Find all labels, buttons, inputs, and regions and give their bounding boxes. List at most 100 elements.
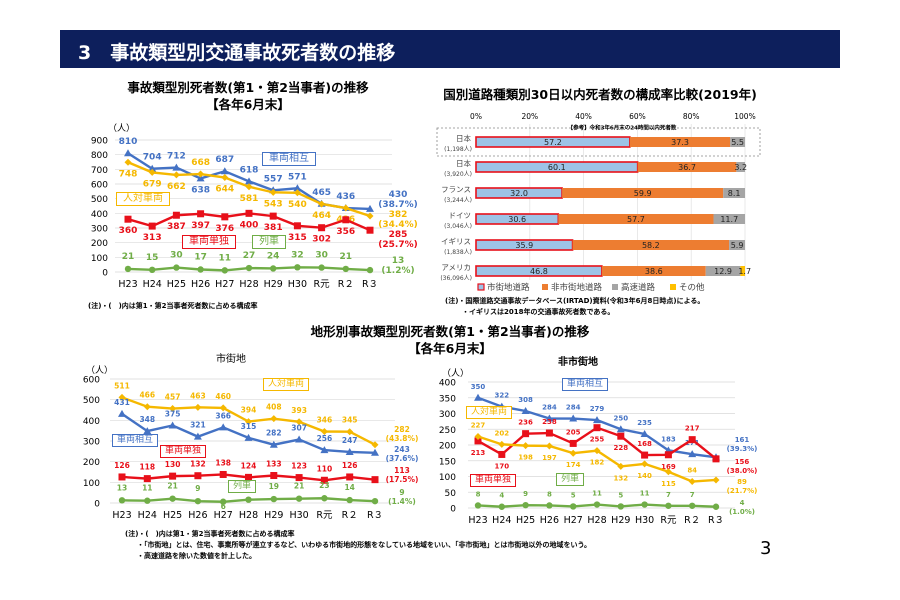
chart1-y-tick-label: 300 — [91, 225, 108, 235]
chart4-x-tick-label: H25 — [516, 515, 535, 526]
chart3-data-point — [295, 435, 304, 443]
chart4-data-point — [664, 468, 672, 476]
chart1-y-tick-label: 700 — [91, 166, 108, 176]
chart3-data-point — [169, 405, 177, 413]
chart1-data-label: 400 — [240, 220, 259, 230]
chart3-y-tick-label: 0 — [94, 500, 100, 510]
chart2-data-label: 60.1 — [548, 163, 566, 172]
chart3-data-point — [295, 418, 303, 426]
chart3-data-label: 282 — [394, 425, 410, 434]
chart3-data-label: 113 — [394, 466, 410, 475]
header-banner — [60, 30, 840, 68]
chart3-legend-train: 列車 — [228, 480, 257, 493]
chart4-data-point — [474, 393, 482, 401]
chart3-data-label: 14 — [344, 483, 354, 492]
chart3-x-tick-label: R３ — [367, 510, 383, 521]
chart1-unit: （人） — [108, 124, 136, 134]
chart3-y-tick-label: 100 — [83, 479, 100, 489]
chart1-x-tick-label: H25 — [167, 279, 186, 290]
chart2-legend-label: その他 — [679, 282, 705, 293]
chart2-category-count: (3,920人) — [444, 171, 472, 178]
chart1-y-tick-label: 100 — [91, 254, 108, 264]
chart3-x-tick-label: H24 — [138, 510, 157, 521]
chart1-data-label: 381 — [264, 223, 283, 233]
chart3-data-label: 123 — [291, 462, 307, 471]
chart3-data-label: 21 — [294, 482, 304, 491]
rural-label: 非市街地 — [558, 357, 598, 368]
chart4-data-label: 132 — [613, 474, 628, 482]
chart1-y-tick-label: 200 — [91, 239, 108, 249]
chart3-data-label: 126 — [114, 461, 130, 470]
chart1-data-label: 27 — [243, 251, 256, 261]
chart2-bar-segment — [629, 137, 731, 147]
chart3-data-label: 19 — [269, 482, 279, 491]
chart4-data-point — [474, 432, 482, 440]
chart3-x-tick-label: H29 — [264, 510, 283, 521]
chart1-data-label: 679 — [143, 179, 162, 189]
chart4-data-label: 7 — [666, 491, 671, 499]
chart1-data-label: 315 — [288, 233, 307, 243]
chart2-note-1: (注)・国際道路交通事故データベース(IRTAD)資料(令和3年6月8日時点)に… — [445, 297, 705, 305]
chart1-data-label: 13 — [392, 256, 405, 266]
chart1-data-point — [148, 164, 157, 172]
chart4-legend-single-vehicle: 車両単独 — [470, 474, 517, 487]
chart3-legend-vehicle-vehicle: 車両相互 — [112, 434, 159, 447]
chart2-legend-swatch — [670, 284, 676, 290]
chart1-data-label: 430 — [389, 190, 408, 200]
chart2-x-tick-label: 80% — [683, 112, 700, 121]
chart4-data-label: 9 — [523, 490, 528, 498]
chart4-data-label: 350 — [471, 383, 486, 391]
chart3-data-label: 9 — [195, 484, 200, 493]
chart3-data-label: 11 — [142, 484, 152, 493]
chart2-bar-segment — [740, 266, 745, 276]
chart4-data-label: 156 — [735, 458, 750, 466]
chart4-data-label: 183 — [661, 435, 676, 443]
chart1-data-point — [293, 184, 302, 192]
chart1-data-label: 748 — [119, 169, 138, 179]
chart1-data-point — [221, 267, 228, 274]
chart3-data-point — [244, 433, 253, 441]
chart4-data-label: 236 — [518, 419, 533, 427]
chart2-data-label: 57.2 — [544, 138, 562, 147]
chart4-data-point — [617, 432, 625, 440]
chart1-data-point — [148, 168, 156, 176]
chart2-bar-segment — [601, 266, 706, 276]
chart4-data-label: 217 — [685, 425, 700, 433]
chart2-data-label: 12.9 — [714, 267, 732, 276]
chart3-data-label: 366 — [215, 411, 231, 420]
chart1-data-label: 644 — [215, 185, 234, 195]
chart4-x-tick-label: R２ — [684, 515, 700, 526]
chart4-data-label: 255 — [590, 436, 605, 444]
chart3-data-point — [295, 474, 303, 482]
chart4-data-point — [498, 440, 506, 448]
chart2-category-label: 日本 — [456, 158, 471, 168]
chart3-data-point — [269, 440, 278, 448]
chart3-data-point — [220, 498, 227, 505]
bottom-note-1: (注)・( )内は第1・第2当事者死者数に占める構成率 — [125, 530, 295, 538]
chart1-data-label: 382 — [389, 210, 408, 220]
chart3-data-label: 345 — [342, 416, 358, 425]
chart2-title: 国別道路種類別30日以内死者数の構成率比較(2019年) — [443, 87, 757, 102]
chart1-x-tick-label: H27 — [215, 279, 234, 290]
chart2-reference-box — [436, 127, 761, 157]
chart1-data-point — [124, 149, 132, 157]
chart1-subtitle: 【各年6月末】 — [206, 97, 290, 112]
chart2-bar-segment — [558, 214, 714, 224]
chart4-data-label: 84 — [687, 467, 697, 475]
chart3-data-point — [143, 475, 151, 483]
chart4-data-label: 322 — [494, 392, 509, 400]
chart3-data-label: 247 — [342, 436, 358, 445]
chart1-data-point — [173, 264, 180, 271]
chart3-data-point — [219, 423, 228, 431]
chart4-data-label: 89 — [737, 478, 747, 486]
chart1-data-label: 581 — [240, 194, 259, 204]
chart4-data-point — [688, 478, 696, 486]
chart1-share-label: (38.7%) — [378, 200, 417, 210]
chart4-data-point — [617, 503, 624, 510]
chart4-data-label: 8 — [547, 490, 552, 498]
chart1-data-point — [318, 264, 325, 271]
chart3-data-label: 307 — [291, 424, 307, 433]
chart2-data-label: 30.6 — [508, 215, 526, 224]
chart1-data-point — [196, 174, 205, 182]
chart3-data-label: 282 — [266, 429, 282, 438]
